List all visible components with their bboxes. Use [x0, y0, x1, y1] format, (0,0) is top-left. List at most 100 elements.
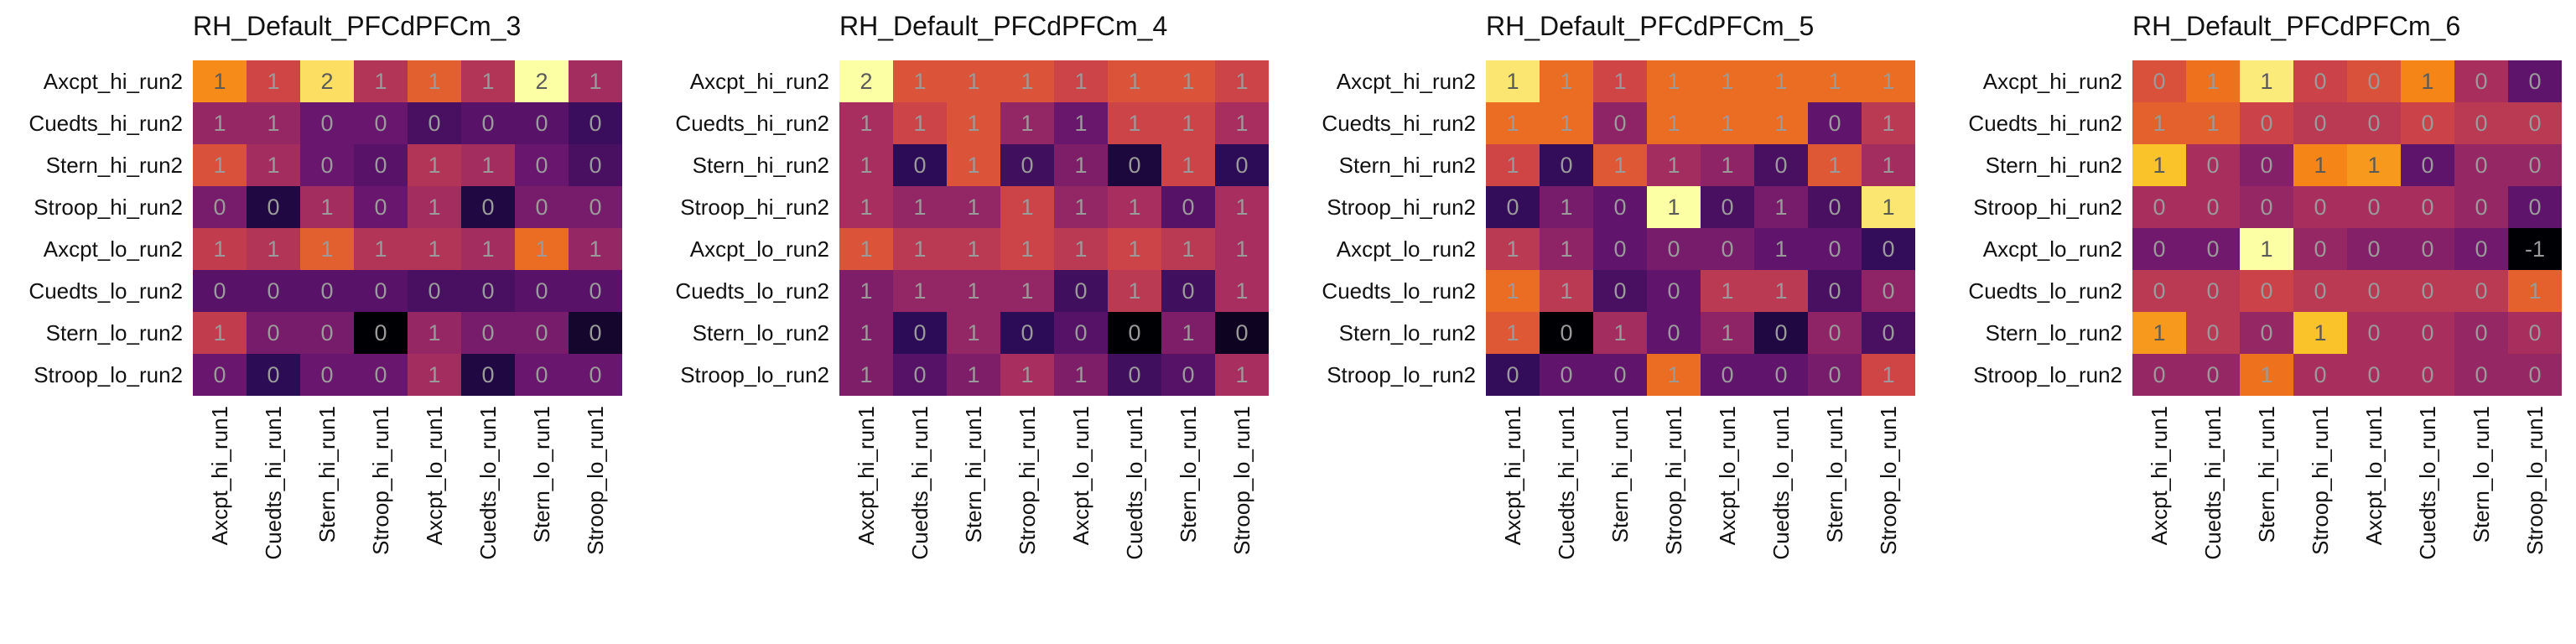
cell-value-label: 1 — [589, 69, 601, 94]
heatmap-cell — [839, 102, 893, 144]
heatmap-cell — [1754, 186, 1808, 228]
heatmap-cell — [2293, 186, 2347, 228]
cell-value-label: 0 — [2260, 153, 2272, 178]
cell-value-label: 0 — [1506, 195, 1519, 220]
heatmap-cell — [2401, 186, 2454, 228]
row-label: Stroop_hi_run2 — [1973, 195, 2122, 220]
heatmap-cell — [1540, 270, 1593, 312]
row-label: Axcpt_hi_run2 — [44, 69, 183, 94]
heatmap-cell — [2132, 312, 2186, 354]
row-label: Stern_hi_run2 — [46, 153, 183, 178]
heatmap-cell — [1486, 186, 1540, 228]
heatmap-cell — [461, 354, 515, 396]
cell-value-label: 1 — [2260, 236, 2272, 262]
heatmap-cell — [354, 60, 408, 102]
heatmap-cell — [1593, 186, 1647, 228]
cell-value-label: 1 — [1021, 278, 1033, 304]
row-label: Stern_hi_run2 — [693, 153, 829, 178]
cell-value-label: 1 — [213, 236, 226, 262]
heatmap-cell — [2454, 186, 2508, 228]
heatmap-cell — [247, 354, 300, 396]
heatmap-cell — [408, 312, 461, 354]
heatmap-cell — [2347, 186, 2401, 228]
cell-value-label: -1 — [2525, 236, 2545, 262]
cell-value-label: 0 — [2367, 320, 2380, 345]
column-label: Stroop_hi_run1 — [2308, 406, 2333, 555]
cell-value-label: 0 — [589, 153, 601, 178]
column-label: Axcpt_hi_run1 — [207, 406, 232, 545]
heatmap-cell — [1486, 144, 1540, 186]
heatmap-cell — [1215, 144, 1269, 186]
cell-value-label: 0 — [1506, 362, 1519, 387]
heatmap-cell — [2186, 270, 2240, 312]
cell-value-label: 1 — [1021, 69, 1033, 94]
heatmap-cell — [1215, 312, 1269, 354]
heatmap-cell — [2186, 144, 2240, 186]
heatmap-cell — [947, 102, 1000, 144]
heatmap-cell — [1593, 354, 1647, 396]
cell-value-label: 1 — [1721, 278, 1733, 304]
heatmap-cell — [408, 186, 461, 228]
heatmap-cell — [1808, 186, 1862, 228]
cell-value-label: 1 — [860, 236, 872, 262]
heatmap-cell — [1808, 354, 1862, 396]
heatmap-cell — [569, 186, 622, 228]
heatmap-cell — [2454, 312, 2508, 354]
cell-value-label: 1 — [1074, 69, 1087, 94]
cell-value-label: 1 — [2314, 153, 2326, 178]
cell-value-label: 0 — [1182, 362, 1194, 387]
heatmap-cell — [300, 60, 354, 102]
heatmap-cell — [1808, 144, 1862, 186]
heatmap-cell — [2347, 60, 2401, 102]
heatmap-cell — [1540, 102, 1593, 144]
cell-value-label: 1 — [1235, 195, 1248, 220]
heatmap-cell — [1000, 270, 1054, 312]
heatmap-cell — [2401, 228, 2454, 270]
cell-value-label: 1 — [2153, 320, 2165, 345]
cell-value-label: 0 — [1613, 195, 1626, 220]
cell-value-label: 0 — [374, 362, 387, 387]
heatmap-cell — [1808, 312, 1862, 354]
cell-value-label: 0 — [2475, 69, 2487, 94]
row-label: Stroop_lo_run2 — [680, 362, 829, 387]
heatmap-cell — [1540, 312, 1593, 354]
row-labels: Axcpt_hi_run2 Cuedts_hi_run2 Stern_hi_run2… — [675, 69, 829, 387]
cell-value-label: 0 — [320, 111, 333, 136]
heatmap-cells: 1 1 2 1 1 1 2 1 1 1 0 0 0 0 0 0 1 1 0 0 1 1 0 0 0 0 1 0 1 0 0 0 1 1 1 1 1 1 1 1… — [193, 60, 622, 396]
heatmap-cell — [839, 186, 893, 228]
heatmap-cell — [1754, 60, 1808, 102]
heatmap-cell — [461, 60, 515, 102]
heatmap-cell — [1000, 186, 1054, 228]
cell-value-label: 1 — [967, 278, 979, 304]
cell-value-label: 1 — [1774, 111, 1787, 136]
heatmap-cell — [947, 312, 1000, 354]
cell-value-label: 1 — [2421, 69, 2433, 94]
heatmap-cell — [1486, 270, 1540, 312]
heatmap-cell — [300, 354, 354, 396]
heatmap-cells: 1 1 1 1 1 1 1 1 1 1 0 1 1 1 0 1 1 0 1 1 1 0 1 1 0 1 0 1 0 1 0 1 1 1 0 0 0 1 0 0… — [1486, 60, 1915, 396]
cell-value-label: 0 — [374, 278, 387, 304]
heatmap-cell — [1486, 102, 1540, 144]
cell-value-label: 0 — [1074, 320, 1087, 345]
cell-value-label: 1 — [1667, 69, 1680, 94]
heatmap-cell — [947, 270, 1000, 312]
heatmap-cell — [569, 144, 622, 186]
cell-value-label: 1 — [967, 195, 979, 220]
cell-value-label: 0 — [2206, 362, 2219, 387]
panel-title: RH_Default_PFCdPFCm_5 — [1486, 11, 1814, 41]
heatmap-cell — [1161, 144, 1215, 186]
cell-value-label: 0 — [1882, 236, 1894, 262]
heatmap-cell — [1754, 144, 1808, 186]
row-label: Cuedts_lo_run2 — [29, 278, 183, 304]
heatmap-cell — [1215, 186, 1269, 228]
heatmap-cell — [893, 228, 947, 270]
cell-value-label: 1 — [267, 111, 279, 136]
heatmap-cell — [2347, 102, 2401, 144]
row-label: Stroop_hi_run2 — [1327, 195, 1476, 220]
heatmap-cell — [354, 102, 408, 144]
row-label: Stern_hi_run2 — [1339, 153, 1476, 178]
cell-value-label: 1 — [1128, 69, 1140, 94]
cell-value-label: 0 — [1667, 320, 1680, 345]
row-labels: Axcpt_hi_run2 Cuedts_hi_run2 Stern_hi_run2… — [1968, 69, 2122, 387]
cell-value-label: 0 — [2367, 69, 2380, 94]
